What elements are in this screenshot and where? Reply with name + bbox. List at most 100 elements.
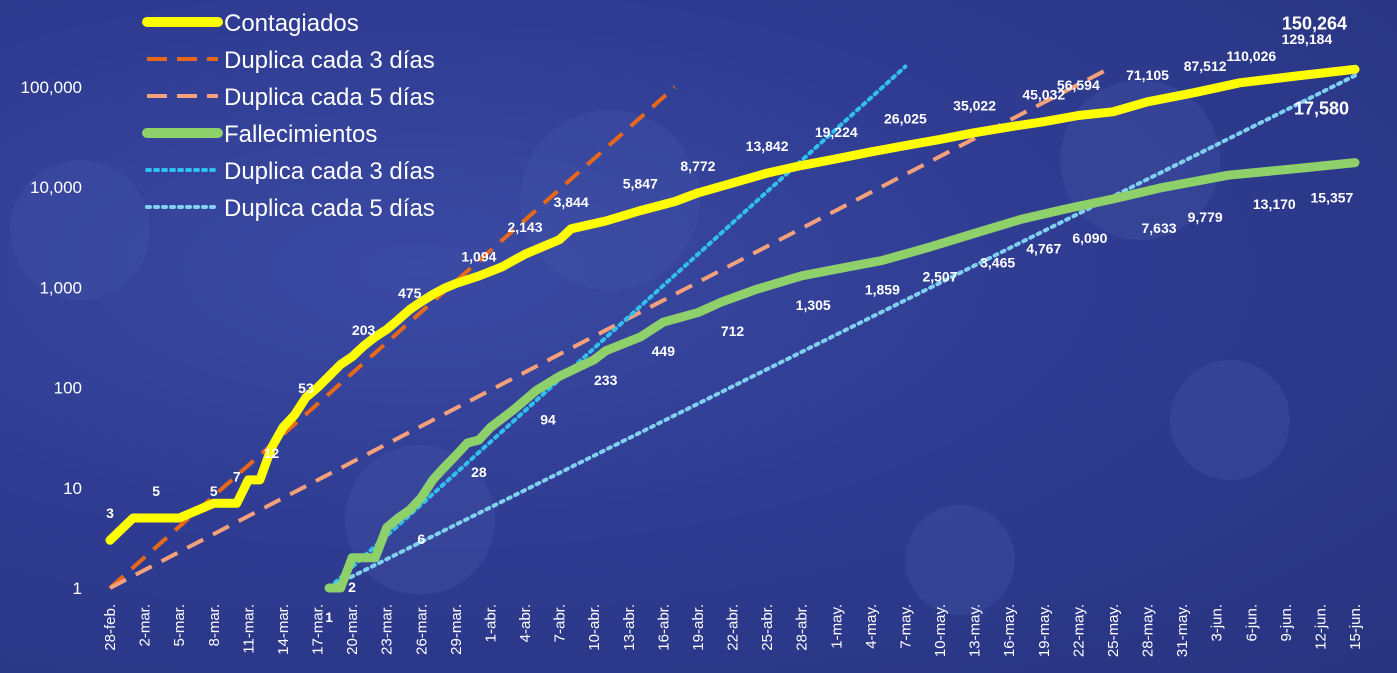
data-label: 150,264 xyxy=(1282,13,1347,33)
x-tick-label: 5-mar. xyxy=(171,604,188,647)
data-label: 475 xyxy=(398,285,422,301)
doubling-dotted-line xyxy=(327,64,908,590)
data-label: 12 xyxy=(264,445,280,461)
x-tick-label: 10-may. xyxy=(932,604,949,657)
doubling-dashed-line xyxy=(109,64,1114,590)
data-label: 71,105 xyxy=(1126,67,1169,83)
data-label: 4,767 xyxy=(1026,240,1061,256)
legend-label: Duplica cada 5 días xyxy=(224,84,435,111)
data-labels: 35 5712532034751,0942,1433,8445,8478,7721… xyxy=(106,13,1353,625)
data-label: 129,184 xyxy=(1282,31,1333,47)
data-label: 56,594 xyxy=(1057,77,1100,93)
x-tick-label: 22-may. xyxy=(1070,604,1087,657)
x-tick-label: 13-abr. xyxy=(621,604,638,651)
x-tick-label: 10-abr. xyxy=(586,604,603,651)
x-tick-label: 16-may. xyxy=(1001,604,1018,657)
data-label: 1,859 xyxy=(865,281,900,297)
data-label: 3 xyxy=(106,505,114,521)
x-tick-label: 2-mar. xyxy=(137,604,154,647)
data-label: 2,507 xyxy=(922,268,957,284)
x-tick-label: 4-abr. xyxy=(517,604,534,642)
x-tick-label: 7-may. xyxy=(897,604,914,649)
data-label: 712 xyxy=(721,323,745,339)
legend: Contagiados Duplica cada 3 días Duplica ca… xyxy=(142,10,435,222)
x-tick-label: 3-jun. xyxy=(1209,604,1226,642)
data-label: 8,772 xyxy=(680,158,715,174)
legend-label: Contagiados xyxy=(224,10,359,37)
data-label: 17,580 xyxy=(1294,99,1349,119)
data-label: 2,143 xyxy=(507,219,542,235)
data-label: 1,094 xyxy=(461,248,496,264)
x-tick-label: 1-abr. xyxy=(482,604,499,642)
data-label: 9,779 xyxy=(1188,209,1223,225)
data-label: 5,847 xyxy=(623,176,658,192)
x-tick-label: 7-abr. xyxy=(552,604,569,642)
x-tick-label: 20-mar. xyxy=(344,604,361,655)
x-tick-label: 25-abr. xyxy=(759,604,776,651)
x-tick-label: 4-may. xyxy=(863,604,880,649)
x-tick-label: 13-may. xyxy=(967,604,984,657)
x-tick-label: 17-mar. xyxy=(310,604,327,655)
contagiados-line xyxy=(105,64,1360,545)
y-tick-label: 10,000 xyxy=(30,178,82,197)
data-label: 35,022 xyxy=(953,98,996,114)
x-tick-label: 11-mar. xyxy=(240,604,257,654)
y-tick-label: 1,000 xyxy=(39,278,82,297)
data-label: 15,357 xyxy=(1311,190,1354,206)
x-tick-label: 22-abr. xyxy=(725,604,742,651)
y-tick-label: 1 xyxy=(73,579,82,598)
x-tick-label: 16-abr. xyxy=(655,604,672,651)
x-tick-label: 19-may. xyxy=(1036,604,1053,657)
y-tick-label: 10 xyxy=(63,479,82,498)
data-label: 6 xyxy=(417,531,425,547)
x-tick-label: 15-jun. xyxy=(1347,604,1364,650)
x-tick-label: 28-may. xyxy=(1140,604,1157,657)
legend-label: Duplica cada 3 días xyxy=(224,47,435,74)
data-label: 1 xyxy=(325,609,333,625)
x-tick-label: 28-abr. xyxy=(794,604,811,651)
x-tick-label: 23-mar. xyxy=(379,604,396,655)
x-tick-label: 25-may. xyxy=(1105,604,1122,657)
data-label: 7,633 xyxy=(1142,220,1177,236)
x-tick-label: 29-mar. xyxy=(448,604,465,655)
data-label: 13,842 xyxy=(746,138,789,154)
data-label: 3,465 xyxy=(980,254,1015,270)
data-label: 94 xyxy=(540,411,556,427)
y-tick-label: 100 xyxy=(54,379,82,398)
doubling-dotted-line xyxy=(327,73,1357,590)
data-label: 19,224 xyxy=(815,124,858,140)
x-tick-label: 28-feb. xyxy=(102,604,119,651)
x-tick-label: 6-jun. xyxy=(1243,604,1260,642)
x-tick-label: 1-may. xyxy=(828,604,845,649)
data-label: 110,026 xyxy=(1226,48,1276,64)
data-label: 7 xyxy=(233,468,241,484)
data-label: 45,032 xyxy=(1022,87,1065,103)
data-label: 233 xyxy=(594,372,618,388)
y-axis: 1 10 100 1,000 10,000 100,000 xyxy=(21,78,82,598)
x-tick-label: 12-jun. xyxy=(1312,604,1329,650)
data-label: 5 xyxy=(152,483,160,499)
x-axis: 28-feb. 2-mar. 5-mar. 8-mar. 11-mar. 14-mar. 1… xyxy=(102,604,1364,657)
series-layer xyxy=(105,64,1360,593)
data-label: 13,170 xyxy=(1253,196,1296,212)
x-tick-label: 26-mar. xyxy=(413,604,430,655)
x-tick-label: 9-jun. xyxy=(1278,604,1295,642)
legend-label: Duplica cada 3 días xyxy=(224,158,435,185)
legend-label: Duplica cada 5 días xyxy=(224,195,435,222)
data-label: 5 xyxy=(210,483,218,499)
data-label: 26,025 xyxy=(884,111,927,127)
y-tick-label: 100,000 xyxy=(21,78,82,97)
x-tick-label: 31-may. xyxy=(1174,604,1191,657)
legend-label: Fallecimientos xyxy=(224,121,377,148)
x-tick-label: 8-mar. xyxy=(206,604,223,647)
data-label: 28 xyxy=(471,464,487,480)
fallecimientos-line xyxy=(324,158,1360,593)
data-label: 87,512 xyxy=(1184,58,1227,74)
x-tick-label: 14-mar. xyxy=(275,604,292,655)
data-label: 3,844 xyxy=(554,194,589,210)
data-label: 1,305 xyxy=(796,297,831,313)
background-decoration xyxy=(10,80,1290,615)
data-label: 53 xyxy=(298,380,314,396)
